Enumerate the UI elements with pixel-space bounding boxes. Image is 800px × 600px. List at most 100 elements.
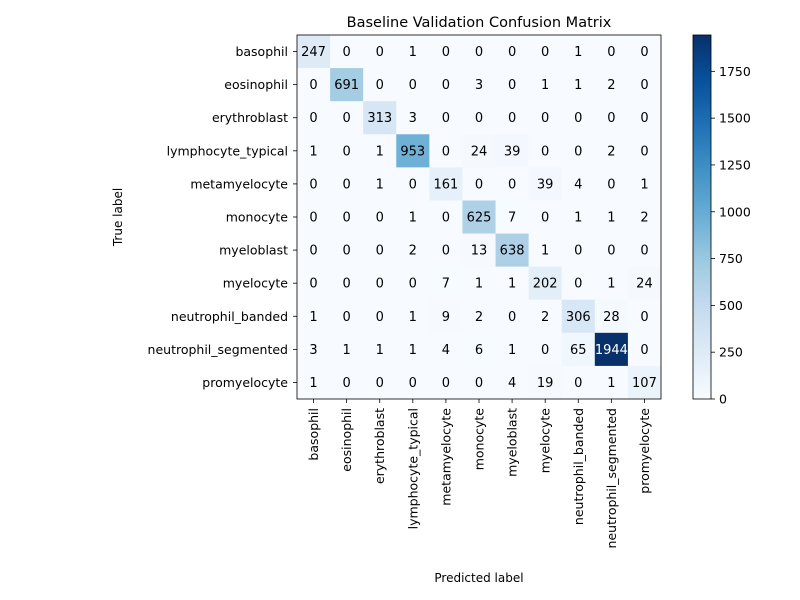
heatmap-cell <box>594 233 629 267</box>
cell-value-label: 0 <box>409 78 417 93</box>
cell-value-label: 2 <box>541 310 549 325</box>
heatmap-cell <box>363 299 397 334</box>
heatmap-cell <box>528 200 563 234</box>
cell-value-label: 0 <box>541 343 549 358</box>
heatmap-cell <box>330 35 364 69</box>
cell-value-label: 3 <box>475 78 483 93</box>
cell-value-label: 13 <box>471 244 488 259</box>
cell-value-label: 28 <box>603 310 620 325</box>
heatmap-cell <box>330 101 364 135</box>
heatmap-cell <box>396 233 430 267</box>
cell-value-label: 0 <box>607 177 615 192</box>
cell-value-label: 0 <box>342 45 350 60</box>
cell-value-label: 161 <box>433 177 458 192</box>
cell-value-label: 1 <box>475 277 483 292</box>
heatmap-cell <box>561 167 596 201</box>
heatmap-cell <box>627 68 662 102</box>
heatmap-cell <box>462 101 496 135</box>
cell-value-label: 4 <box>574 177 582 192</box>
heatmap-cell <box>594 134 629 168</box>
cell-value-label: 0 <box>640 78 648 93</box>
heatmap-cell <box>297 332 331 367</box>
heatmap-cell <box>297 299 331 334</box>
heatmap-cell <box>363 200 397 234</box>
heatmap-cell <box>462 68 496 102</box>
heatmap-cell <box>330 68 364 102</box>
cell-value-label: 0 <box>607 111 615 126</box>
y-tick-label: eosinophil <box>224 77 288 92</box>
cell-value-label: 65 <box>570 343 587 358</box>
x-tick-label: promyelocyte <box>637 408 652 494</box>
cell-value-label: 0 <box>376 277 384 292</box>
cell-value-label: 0 <box>541 211 549 226</box>
cell-value-label: 0 <box>607 244 615 259</box>
cell-value-label: 0 <box>409 376 417 391</box>
heatmap-cell <box>429 266 463 301</box>
heatmap-cell <box>297 35 331 69</box>
cell-value-label: 2 <box>640 211 648 226</box>
heatmap-cell <box>594 68 629 102</box>
cell-value-label: 0 <box>541 111 549 126</box>
cell-value-label: 0 <box>508 45 516 60</box>
heatmap-cell <box>627 299 662 334</box>
heatmap-cell <box>561 233 596 267</box>
heatmap-cell <box>561 35 596 69</box>
heatmap-cell <box>297 266 331 301</box>
cell-value-label: 247 <box>301 45 326 60</box>
cell-value-label: 1 <box>342 343 350 358</box>
cell-value-label: 0 <box>541 144 549 159</box>
cell-value-label: 0 <box>607 45 615 60</box>
x-tick-label: neutrophil_banded <box>571 408 586 525</box>
heatmap-cell <box>627 35 662 69</box>
cell-value-label: 0 <box>342 211 350 226</box>
heatmap-cell <box>363 101 397 135</box>
heatmap-cell <box>297 200 331 234</box>
heatmap-cell <box>462 332 496 367</box>
cell-value-label: 1 <box>409 343 417 358</box>
heatmap-cell <box>429 134 463 168</box>
colorbar-tick-label: 1750 <box>719 64 751 79</box>
cell-value-label: 953 <box>400 144 425 159</box>
cell-value-label: 39 <box>504 144 521 159</box>
x-tick-label: myeloblast <box>505 408 520 477</box>
cell-value-label: 0 <box>376 45 384 60</box>
heatmap-cell <box>627 167 662 201</box>
cell-value-label: 0 <box>342 177 350 192</box>
heatmap-cell <box>396 68 430 102</box>
cell-value-label: 1 <box>409 45 417 60</box>
y-tick-label: myelocyte <box>223 276 289 291</box>
heatmap-cell <box>462 200 496 234</box>
heatmap-cell <box>594 332 629 367</box>
heatmap-cell <box>627 332 662 367</box>
cell-value-label: 1 <box>574 45 582 60</box>
cell-value-label: 0 <box>640 45 648 60</box>
y-tick-label: promyelocyte <box>202 375 288 390</box>
colorbar-tick-label: 250 <box>719 345 743 360</box>
heatmap-cell <box>462 167 496 201</box>
cell-value-label: 4 <box>442 343 450 358</box>
heatmap-cell <box>396 266 430 301</box>
cell-value-label: 1 <box>541 244 549 259</box>
y-tick-label: lymphocyte_typical <box>167 143 288 158</box>
cell-value-label: 39 <box>537 177 554 192</box>
heatmap-cell <box>429 233 463 267</box>
cell-value-label: 1 <box>376 144 384 159</box>
cell-value-label: 9 <box>442 310 450 325</box>
heatmap-cell <box>627 233 662 267</box>
x-tick-label: neutrophil_segmented <box>604 408 619 548</box>
heatmap-cell <box>561 332 596 367</box>
cell-value-label: 0 <box>376 78 384 93</box>
cell-value-label: 0 <box>475 376 483 391</box>
heatmap-cell <box>627 266 662 301</box>
cell-value-label: 24 <box>471 144 488 159</box>
colorbar-tick-label: 500 <box>719 298 743 313</box>
cell-value-label: 1944 <box>595 343 628 358</box>
heatmap-cell <box>429 167 463 201</box>
heatmap-cell <box>363 68 397 102</box>
heatmap-cell <box>627 101 662 135</box>
chart-title: Baseline Validation Confusion Matrix <box>347 15 612 31</box>
heatmap-cell <box>528 365 563 400</box>
cell-value-label: 107 <box>632 376 657 391</box>
heatmap-cell <box>363 365 397 400</box>
heatmap-cell <box>594 365 629 400</box>
